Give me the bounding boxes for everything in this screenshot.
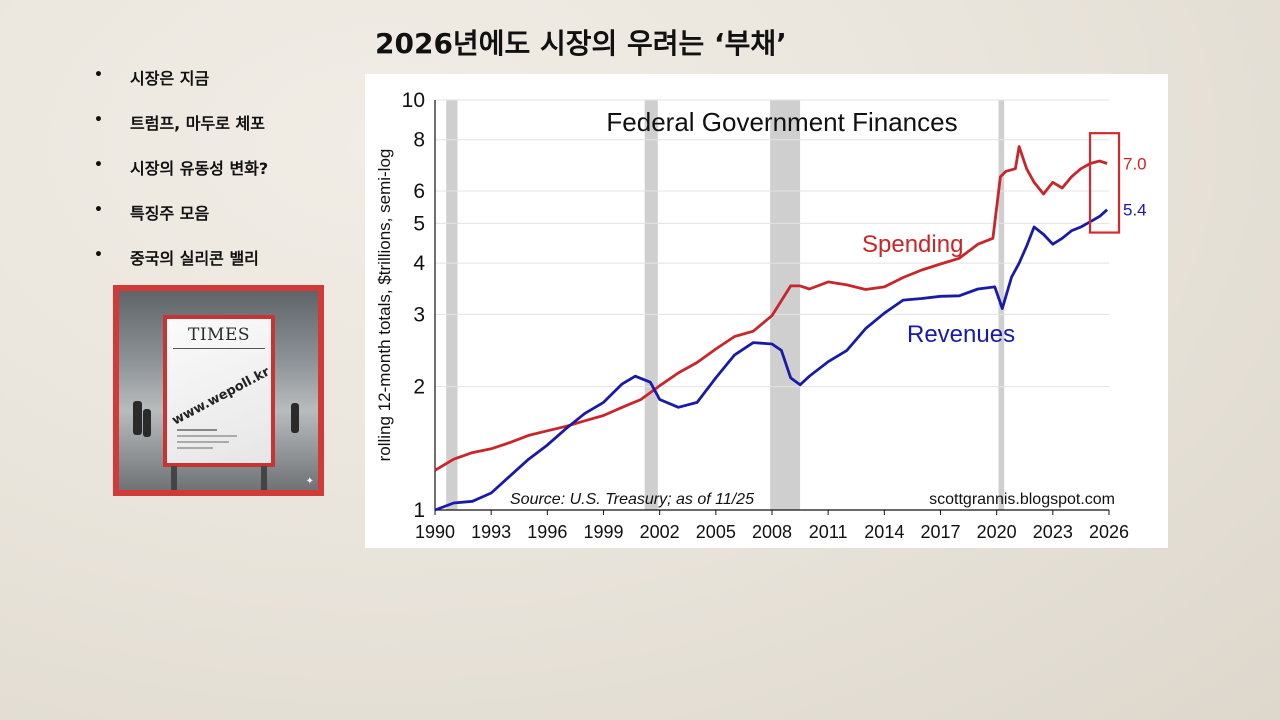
x-tick-label: 2026 bbox=[1089, 522, 1129, 542]
bullet-dot-icon: • bbox=[94, 247, 103, 263]
x-tick-label: 2017 bbox=[920, 522, 960, 542]
magazine-cover: TIMES www.wepoll.kr bbox=[167, 319, 271, 463]
x-tick-label: 2008 bbox=[752, 522, 792, 542]
x-tick-label: 1996 bbox=[527, 522, 567, 542]
bullet-text: 중국의 실리콘 밸리 bbox=[130, 249, 259, 268]
pedestrian-figure bbox=[291, 403, 299, 433]
chart-card: 1 2 3 4 5 6 8 10 1990 1993 1996 1999 2002 2005 2008 201… bbox=[365, 74, 1168, 548]
source-note: Source: U.S. Treasury; as of 11/25 bbox=[510, 491, 754, 508]
x-tick-label: 2020 bbox=[977, 522, 1017, 542]
y-tick-label: 5 bbox=[413, 212, 425, 235]
end-value-label: 7.0 bbox=[1123, 155, 1147, 174]
bullet-dot-icon: • bbox=[94, 157, 103, 173]
y-tick-label: 8 bbox=[413, 129, 425, 152]
poster-lightbox: TIMES www.wepoll.kr bbox=[163, 315, 275, 467]
pedestrian-figure bbox=[143, 409, 151, 437]
slide-title: 2026년에도 시장의 우려는 ‘부채’ bbox=[375, 27, 787, 60]
times-logo: TIMES bbox=[187, 325, 251, 345]
y-tick-label: 3 bbox=[413, 303, 425, 326]
bullet-text: 트럼프, 마두로 체포 bbox=[130, 114, 265, 133]
y-tick-label: 6 bbox=[413, 180, 425, 203]
y-tick-label: 10 bbox=[402, 89, 425, 112]
series-lines bbox=[434, 145, 1109, 512]
logo-rule bbox=[173, 348, 265, 349]
highlight-box bbox=[1088, 132, 1121, 234]
series-label-revenues: Revenues bbox=[907, 321, 1015, 348]
bullet-text: 시장의 유동성 변화? bbox=[130, 159, 269, 178]
recession-bands bbox=[446, 100, 1005, 510]
stand-leg bbox=[171, 466, 177, 490]
end-value-label: 5.4 bbox=[1123, 201, 1147, 220]
x-tick-label: 2023 bbox=[1033, 522, 1073, 542]
recession-band bbox=[446, 100, 458, 510]
series-label-spending: Spending bbox=[862, 231, 963, 258]
cover-text-line bbox=[177, 435, 237, 437]
poster-scene: TIMES www.wepoll.kr ✦ bbox=[119, 291, 318, 490]
x-tick-label: 2002 bbox=[640, 522, 680, 542]
axes: 1 2 3 4 5 6 8 10 1990 1993 1996 1999 2002 2005 2008 201… bbox=[375, 89, 1129, 542]
y-tick-label: 2 bbox=[413, 376, 425, 399]
stand-leg bbox=[261, 466, 267, 490]
recession-band bbox=[770, 100, 801, 510]
recession-band bbox=[644, 100, 658, 510]
bullet-dot-icon: • bbox=[94, 112, 103, 128]
credit-note: scottgrannis.blogspot.com bbox=[929, 491, 1115, 508]
bullet-dot-icon: • bbox=[94, 67, 103, 83]
x-tick-label: 2005 bbox=[696, 522, 736, 542]
y-tick-label: 4 bbox=[413, 252, 425, 275]
pedestrian-figure bbox=[133, 401, 142, 435]
x-tick-label: 1990 bbox=[415, 522, 455, 542]
bullet-text: 특징주 모음 bbox=[130, 204, 210, 223]
x-tick-label: 2011 bbox=[809, 522, 848, 542]
chart-title: Federal Government Finances bbox=[606, 107, 957, 137]
federal-finances-chart: 1 2 3 4 5 6 8 10 1990 1993 1996 1999 2002 2005 2008 201… bbox=[375, 89, 1147, 542]
bullet-dot-icon: • bbox=[94, 202, 103, 218]
cover-text-line bbox=[177, 447, 213, 449]
x-tick-label: 2014 bbox=[864, 522, 904, 542]
y-axis-label: rolling 12-month totals, $trillions, sem… bbox=[375, 149, 394, 462]
cover-text-line bbox=[177, 441, 229, 443]
cover-text-line bbox=[177, 429, 217, 431]
watermark-text: www.wepoll.kr bbox=[169, 364, 271, 429]
chart-labels: Federal Government Finances Spending 7.0 Re… bbox=[510, 107, 1147, 508]
x-tick-label: 1999 bbox=[583, 522, 623, 542]
sparkle-icon: ✦ bbox=[305, 476, 314, 487]
x-tick-label: 1993 bbox=[471, 522, 511, 542]
poster-image[interactable]: TIMES www.wepoll.kr ✦ bbox=[113, 285, 324, 496]
series-line-revenues bbox=[434, 208, 1109, 512]
y-tick-label: 1 bbox=[413, 499, 425, 522]
bullet-text: 시장은 지금 bbox=[130, 69, 210, 88]
series-line-spending bbox=[434, 145, 1108, 472]
